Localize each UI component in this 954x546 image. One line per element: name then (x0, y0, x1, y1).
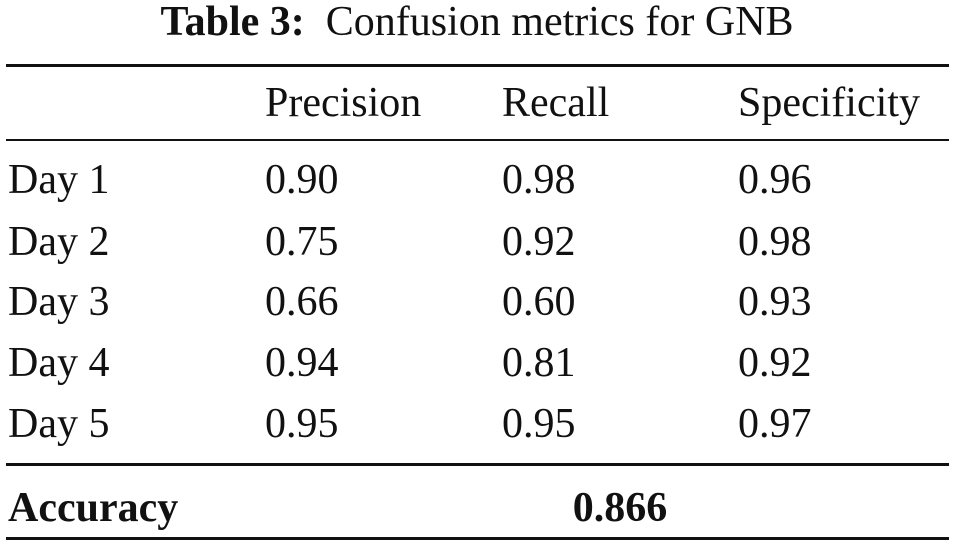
row-label: Day 4 (8, 340, 110, 386)
caption-label: Table 3: (160, 0, 305, 45)
footer-value: 0.866 (572, 485, 668, 531)
header-cell: Precision (265, 80, 422, 126)
mid-rule (6, 139, 949, 141)
footer-label: Accuracy (8, 485, 179, 531)
cell: 0.94 (265, 340, 339, 386)
cell: 0.92 (738, 340, 812, 386)
cell: 0.92 (502, 219, 576, 265)
cell: 0.98 (502, 157, 576, 203)
cell: 0.81 (502, 340, 576, 386)
header-cell: Recall (502, 80, 610, 126)
row-label: Day 2 (8, 219, 110, 265)
cell: 0.60 (502, 279, 576, 325)
row-label: Day 1 (8, 157, 110, 203)
row-label: Day 5 (8, 401, 110, 447)
cell: 0.95 (265, 401, 339, 447)
cell: 0.66 (265, 279, 339, 325)
caption: Table 3: Confusion metrics for GNB (0, 1, 954, 43)
row-label: Day 3 (8, 279, 110, 325)
caption-text: Confusion metrics for GNB (325, 0, 794, 45)
top-rule (6, 64, 949, 67)
cell: 0.95 (502, 401, 576, 447)
cell: 0.96 (738, 157, 812, 203)
cell: 0.97 (738, 401, 812, 447)
header-cell: Specificity (738, 80, 920, 126)
cell: 0.98 (738, 219, 812, 265)
cell: 0.90 (265, 157, 339, 203)
cell: 0.75 (265, 219, 339, 265)
bottom-rule (6, 537, 949, 540)
cell: 0.93 (738, 279, 812, 325)
foot-rule (6, 463, 949, 466)
